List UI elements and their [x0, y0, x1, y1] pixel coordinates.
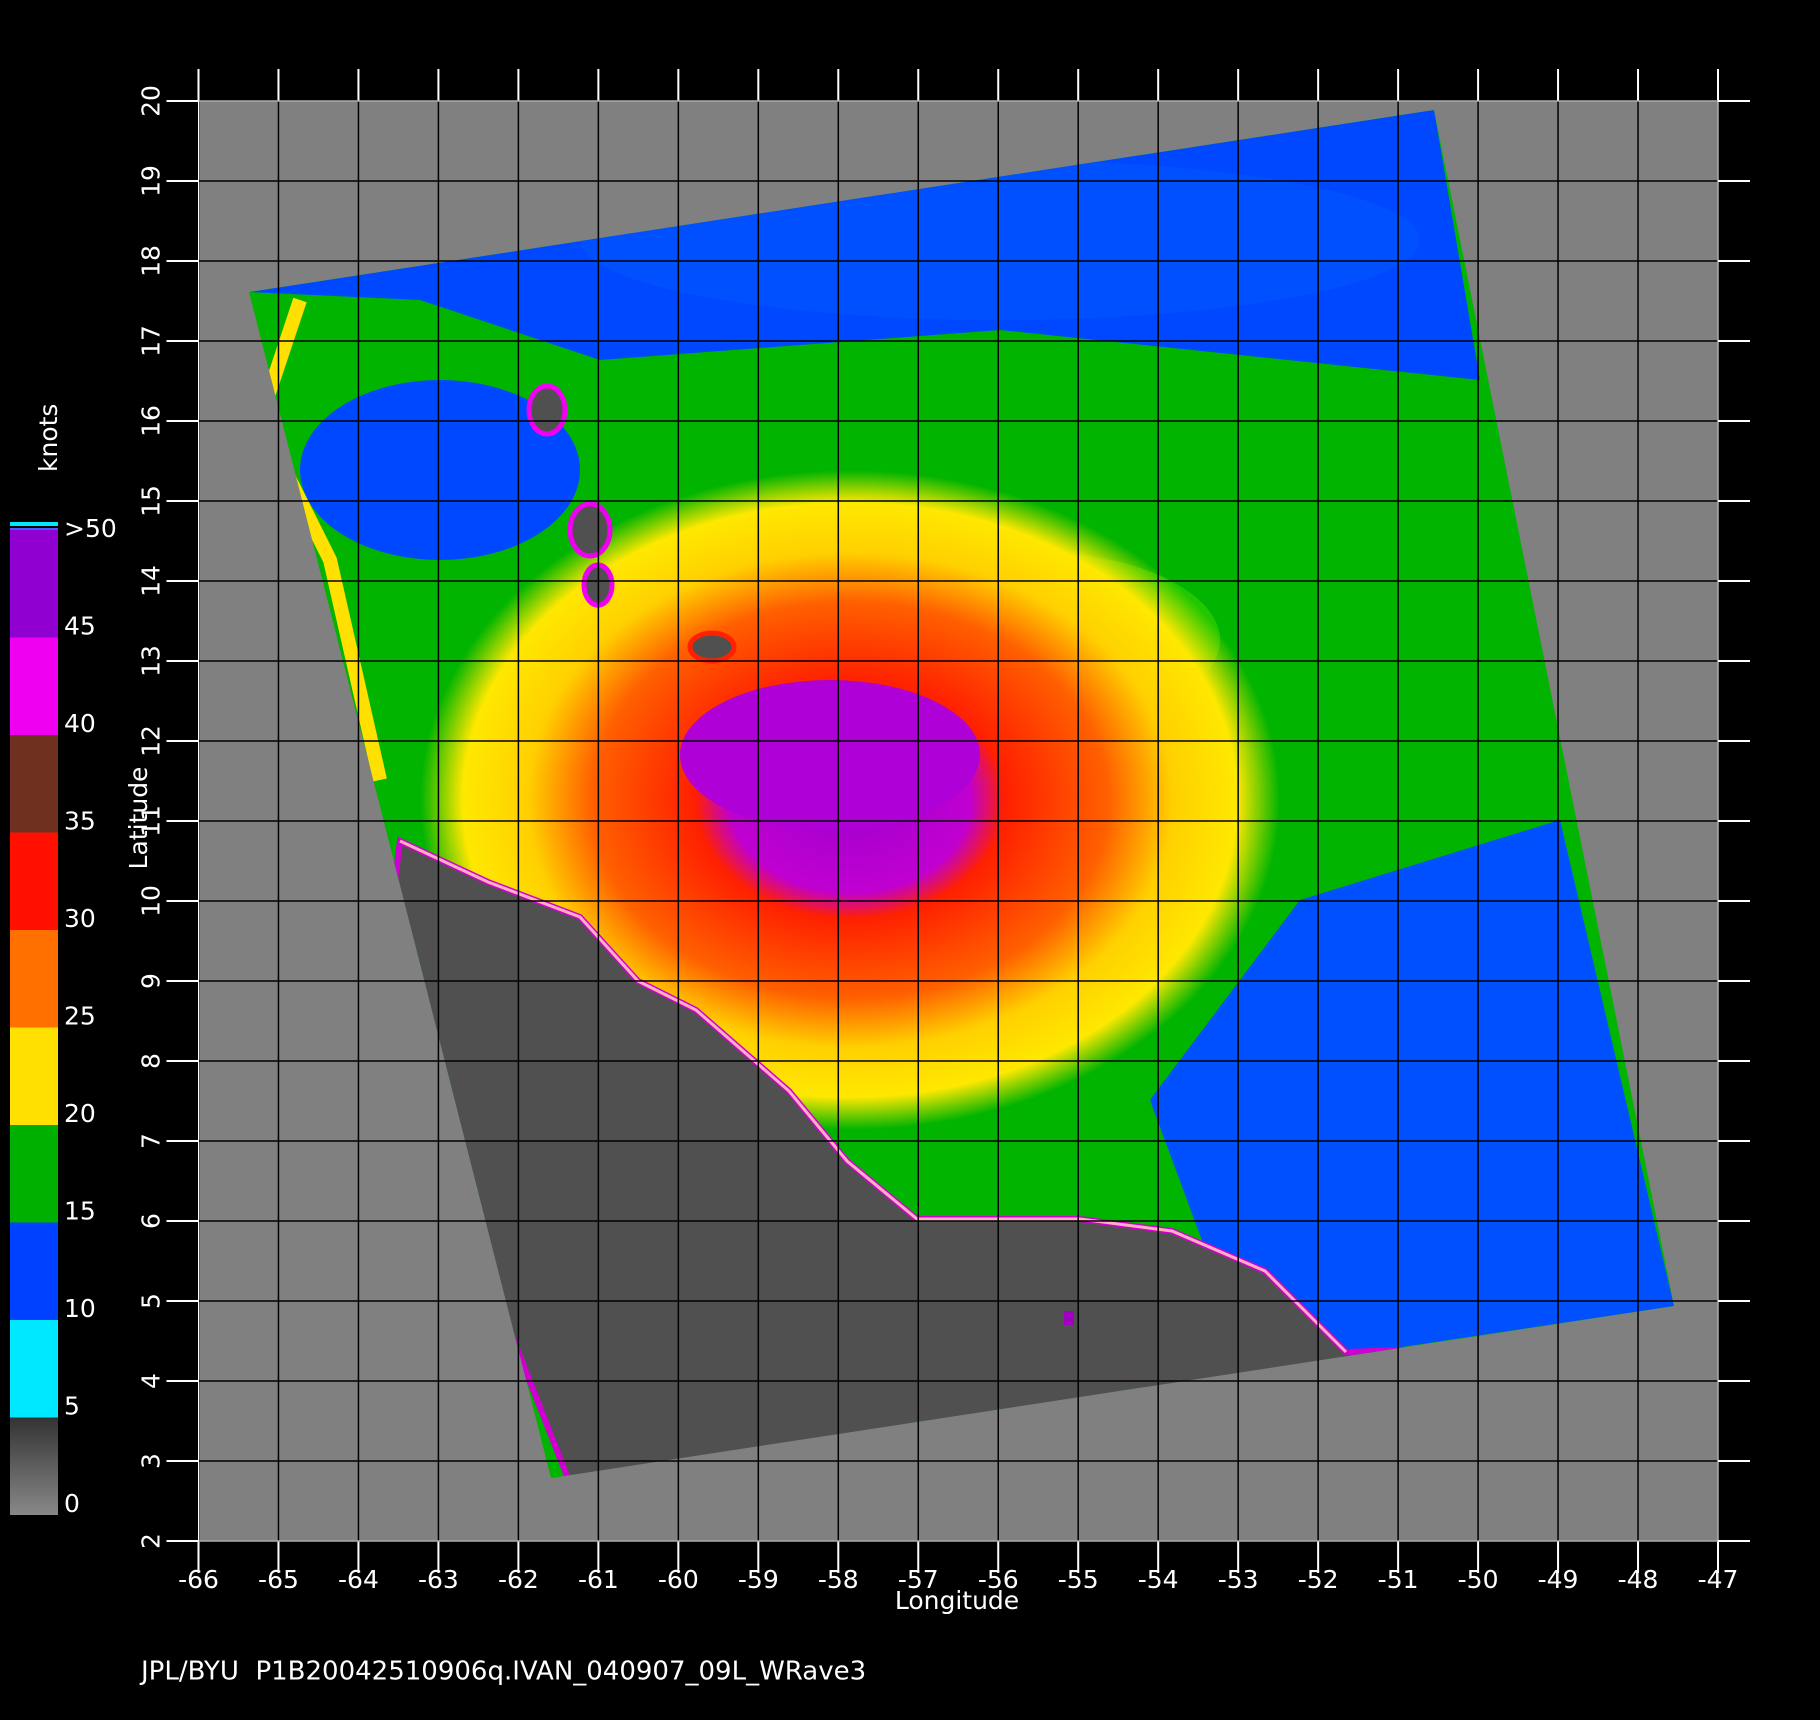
island	[567, 501, 613, 559]
x-tick-label: -49	[1538, 1565, 1579, 1594]
y-tick-label: 18	[137, 245, 166, 277]
island	[1064, 1311, 1074, 1325]
y-tick-label: 9	[137, 973, 166, 989]
y-tick-label: 12	[137, 725, 166, 757]
island	[687, 630, 737, 664]
colorbar-segment	[10, 1125, 58, 1223]
x-axis-label: Longitude	[895, 1586, 1019, 1615]
x-tick-label: -60	[658, 1565, 699, 1594]
colorbar-segment	[10, 832, 58, 930]
x-tick-label: -58	[818, 1565, 859, 1594]
y-tick-label: 2	[137, 1533, 166, 1549]
y-tick-label: 15	[137, 485, 166, 517]
colorbar-cap	[10, 522, 58, 526]
x-tick-label: -53	[1218, 1565, 1259, 1594]
x-tick-label: -48	[1618, 1565, 1659, 1594]
colorbar-tick-label: 30	[64, 904, 96, 933]
blue-zone	[300, 380, 580, 560]
x-tick-label: -50	[1458, 1565, 1499, 1594]
y-tick-label: 16	[137, 405, 166, 437]
colorbar-segment	[10, 1222, 58, 1320]
colorbar-segment	[10, 1027, 58, 1125]
colorbar-tick-label: 15	[64, 1197, 96, 1226]
colorbar-segment	[10, 540, 58, 638]
colorbar-segment	[10, 530, 58, 540]
x-tick-label: -62	[498, 1565, 539, 1594]
colorbar-tick-label: 5	[64, 1392, 80, 1421]
colorbar-label: knots	[34, 404, 63, 472]
footer: JPL/BYU P1B20042510906q.IVAN_040907_09L_…	[139, 1657, 866, 1687]
y-tick-label: 14	[137, 565, 166, 597]
colorbar-segment	[10, 1320, 58, 1418]
x-tick-label: -61	[578, 1565, 619, 1594]
x-tick-label: -65	[258, 1565, 299, 1594]
y-tick-label: 8	[137, 1053, 166, 1069]
colorbar-tick-label: 10	[64, 1294, 96, 1323]
wind-swath	[249, 110, 1674, 1478]
colorbar-cap	[10, 528, 58, 531]
x-tick-label: -56	[978, 1565, 1019, 1594]
y-tick-label: 17	[137, 325, 166, 357]
y-axis-label: Latitude	[124, 767, 153, 870]
y-tick-label: 4	[137, 1373, 166, 1389]
x-tick-label: -47	[1698, 1565, 1739, 1594]
plot-frame	[198, 100, 1719, 1542]
colorbar-tick-label: >50	[64, 514, 117, 543]
colorbar-tick-label: 25	[64, 1002, 96, 1031]
island	[526, 383, 568, 437]
colorbar-tick-label: 40	[64, 709, 96, 738]
x-tick-label: -66	[178, 1565, 219, 1594]
colorbar-segment	[10, 637, 58, 735]
y-tick-label: 10	[137, 885, 166, 917]
colorbar-segment	[10, 735, 58, 833]
y-tick-label: 11	[137, 805, 166, 837]
y-tick-label: 7	[137, 1133, 166, 1149]
coastline	[399, 839, 1348, 1354]
y-tick-label: 5	[137, 1293, 166, 1309]
storm-max	[680, 680, 980, 830]
x-tick-label: -55	[1058, 1565, 1099, 1594]
x-tick-label: -52	[1298, 1565, 1339, 1594]
blue-zone	[1150, 820, 1674, 1370]
x-tick-label: -54	[1138, 1565, 1179, 1594]
colorbar-tick-label: 35	[64, 807, 96, 836]
colorbar-tick-label: 45	[64, 612, 96, 641]
x-tick-label: -51	[1378, 1565, 1419, 1594]
y-tick-label: 3	[137, 1453, 166, 1469]
x-tick-label: -57	[898, 1565, 939, 1594]
x-tick-label: -63	[418, 1565, 459, 1594]
colorbar-tick-label: 20	[64, 1099, 96, 1128]
colorbar-tick-label: 0	[64, 1489, 80, 1518]
y-tick-label: 13	[137, 645, 166, 677]
y-tick-label: 19	[137, 165, 166, 197]
y-tick-label: 20	[137, 85, 166, 117]
colorbar-segment	[10, 1417, 58, 1515]
x-tick-label: -64	[338, 1565, 379, 1594]
colorbar-segment	[10, 930, 58, 1028]
y-tick-label: 6	[137, 1213, 166, 1229]
x-tick-label: -59	[738, 1565, 779, 1594]
